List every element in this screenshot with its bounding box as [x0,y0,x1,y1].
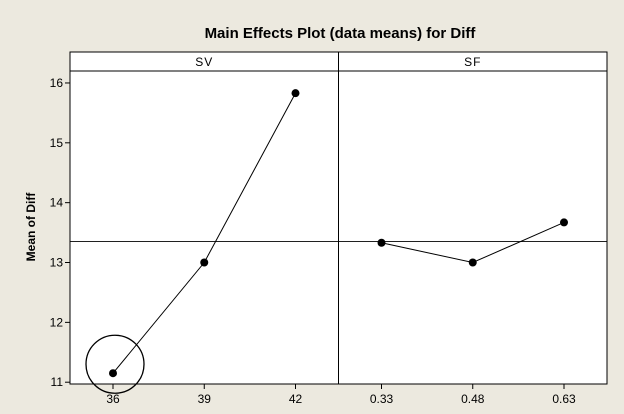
plot-layer: SV SF 11 12 13 14 15 16 36 39 42 0.33 0.48 0.63 [50,51,608,406]
y-tick-label: 11 [51,375,64,389]
data-point [109,369,117,378]
y-tick-label: 12 [50,315,64,329]
y-tick-label: 13 [50,256,64,270]
data-point [291,89,300,98]
x-tick-label: 36 [106,392,120,406]
data-point [200,258,209,267]
x-tick-label: 0.63 [552,392,576,406]
panel-label: SF [464,55,481,69]
data-point [468,258,477,267]
panel-label: SV [195,55,213,69]
x-tick-label: 0.33 [370,392,394,406]
data-point [560,218,568,227]
y-tick-label: 16 [50,76,64,90]
highlight-circle [85,334,145,394]
chart-title: Main Effects Plot (data means) for Diff [205,25,477,42]
x-tick-label: 42 [289,392,303,406]
data-point [377,238,386,247]
x-tick-label: 0.48 [461,392,485,406]
y-axis-label: Mean of Diff [24,192,38,262]
y-tick-label: 14 [50,196,64,210]
y-tick-label: 15 [50,136,64,150]
x-tick-label: 39 [198,392,212,406]
